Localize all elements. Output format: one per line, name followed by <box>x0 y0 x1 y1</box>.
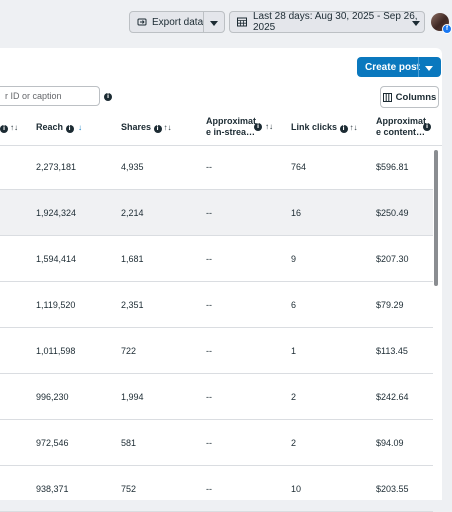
table-header: i ↑↓ Reach i ↓ Shares i ↑↓ Approximat e in… <box>0 112 442 146</box>
header-reach-label: Reach <box>36 122 64 132</box>
info-icon[interactable]: i <box>423 123 431 131</box>
shares-cell: 752 <box>121 483 137 494</box>
table-row[interactable]: 996,230 1,994 -- 2 $242.64 <box>0 374 433 420</box>
link-clicks-cell: 764 <box>291 161 307 172</box>
reach-cell: 1,119,520 <box>36 299 76 310</box>
link-clicks-cell: 2 <box>291 437 297 448</box>
sort-icon[interactable]: ↑↓ <box>349 123 358 132</box>
instream-cell: -- <box>206 391 212 402</box>
date-range-label: Last 28 days: Aug 30, 2025 - Sep 26, 202… <box>253 11 418 33</box>
sort-icon[interactable]: ↑↓ <box>10 123 18 132</box>
info-icon[interactable]: i <box>65 125 74 133</box>
info-icon[interactable]: i <box>254 123 262 131</box>
header-link-clicks-label: Link clicks <box>291 122 338 132</box>
search-input[interactable]: r ID or caption <box>0 86 100 106</box>
sort-icon[interactable]: ↑↓ <box>163 123 172 132</box>
instream-cell: -- <box>206 345 212 356</box>
reach-cell: 1,594,414 <box>36 253 77 264</box>
search-placeholder: r ID or caption <box>5 91 62 101</box>
header-link-clicks[interactable]: Link clicks i ↑↓ <box>291 122 358 133</box>
table-row[interactable]: 972,546 581 -- 2 $94.09 <box>0 420 433 466</box>
vertical-scrollbar[interactable] <box>434 150 438 286</box>
header-approx-content[interactable]: Approximat e content… <box>376 116 426 138</box>
export-data-button[interactable]: Export data <box>129 11 225 33</box>
table-row[interactable]: 1,924,324 2,214 -- 16 $250.49 <box>0 190 433 236</box>
shares-cell: 2,214 <box>121 207 144 218</box>
reach-cell: 972,546 <box>36 437 69 448</box>
columns-label: Columns <box>395 91 437 103</box>
instream-cell: -- <box>206 207 212 218</box>
export-icon <box>137 17 147 27</box>
table-row[interactable]: 1,011,598 722 -- 1 $113.45 <box>0 328 433 374</box>
info-icon[interactable]: i <box>339 125 348 133</box>
info-icon[interactable]: i <box>153 125 162 133</box>
content-earnings-cell: $596.81 <box>376 161 409 172</box>
link-clicks-cell: 10 <box>291 483 302 494</box>
content-earnings-cell: $94.09 <box>376 437 404 448</box>
link-clicks-cell: 1 <box>291 345 297 356</box>
export-data-label: Export data <box>152 16 204 28</box>
content-earnings-cell: $207.30 <box>376 253 409 264</box>
chevron-down-icon <box>412 19 420 30</box>
content-table-card <box>0 48 442 500</box>
shares-cell: 722 <box>121 345 137 356</box>
create-post-label: Create post <box>365 61 421 73</box>
link-clicks-cell: 6 <box>291 299 297 310</box>
shares-cell: 1,994 <box>121 391 144 402</box>
shares-cell: 4,935 <box>121 161 144 172</box>
content-earnings-cell: $203.55 <box>376 483 409 494</box>
header-approx-content-line1: Approximat <box>376 116 427 126</box>
chevron-down-icon[interactable] <box>210 19 218 30</box>
create-post-button[interactable]: Create post <box>357 57 441 77</box>
calendar-icon <box>237 17 247 27</box>
shares-cell: 581 <box>121 437 137 448</box>
link-clicks-cell: 2 <box>291 391 297 402</box>
avatar[interactable]: f <box>431 13 452 34</box>
shares-cell: 2,351 <box>121 299 144 310</box>
content-earnings-cell: $113.45 <box>376 345 408 356</box>
chevron-down-icon[interactable] <box>425 64 433 75</box>
content-earnings-cell: $242.64 <box>376 391 409 402</box>
reach-cell: 2,273,181 <box>36 161 77 172</box>
reach-cell: 938,371 <box>36 483 69 494</box>
shares-cell: 1,681 <box>121 253 144 264</box>
info-icon[interactable]: i <box>0 125 8 133</box>
instream-cell: -- <box>206 483 212 494</box>
table-row[interactable]: 1,119,520 2,351 -- 6 $79.29 <box>0 282 433 328</box>
columns-icon <box>382 92 392 102</box>
instream-cell: -- <box>206 253 212 264</box>
header-approx-content-line2: e content… <box>376 127 426 137</box>
content-earnings-cell: $79.29 <box>376 299 404 310</box>
header-reach[interactable]: Reach i ↓ <box>36 122 82 133</box>
instream-cell: -- <box>206 437 212 448</box>
sort-desc-icon[interactable]: ↓ <box>78 123 83 132</box>
table-row[interactable]: 2,273,181 4,935 -- 764 $596.81 <box>0 144 433 190</box>
reach-cell: 1,924,324 <box>36 207 77 218</box>
table-row[interactable]: 1,594,414 1,681 -- 9 $207.30 <box>0 236 433 282</box>
date-range-picker[interactable]: Last 28 days: Aug 30, 2025 - Sep 26, 202… <box>229 11 425 33</box>
reach-cell: 1,011,598 <box>36 345 76 356</box>
header-shares-label: Shares <box>121 122 152 132</box>
top-toolbar: Export data Last 28 days: Aug 30, 2025 -… <box>0 0 452 44</box>
header-approx-instream[interactable]: Approximat e in-strea… <box>206 116 256 138</box>
reach-cell: 996,230 <box>36 391 69 402</box>
table-row[interactable]: 938,371 752 -- 10 $203.55 <box>0 466 433 512</box>
header-shares[interactable]: Shares i ↑↓ <box>121 122 172 133</box>
instream-cell: -- <box>206 161 212 172</box>
facebook-badge-icon: f <box>442 24 452 34</box>
instream-cell: -- <box>206 299 212 310</box>
header-approx-instream-line2: e in-strea… <box>206 127 256 137</box>
link-clicks-cell: 9 <box>291 253 297 264</box>
partial-column-header: i ↑↓ <box>0 122 18 133</box>
sort-icon[interactable]: ↑↓ <box>265 122 273 131</box>
columns-button[interactable]: Columns <box>380 86 439 108</box>
content-earnings-cell: $250.49 <box>376 207 409 218</box>
header-approx-instream-line1: Approximat <box>206 116 257 126</box>
link-clicks-cell: 16 <box>291 207 302 218</box>
info-icon[interactable]: i <box>104 93 112 101</box>
